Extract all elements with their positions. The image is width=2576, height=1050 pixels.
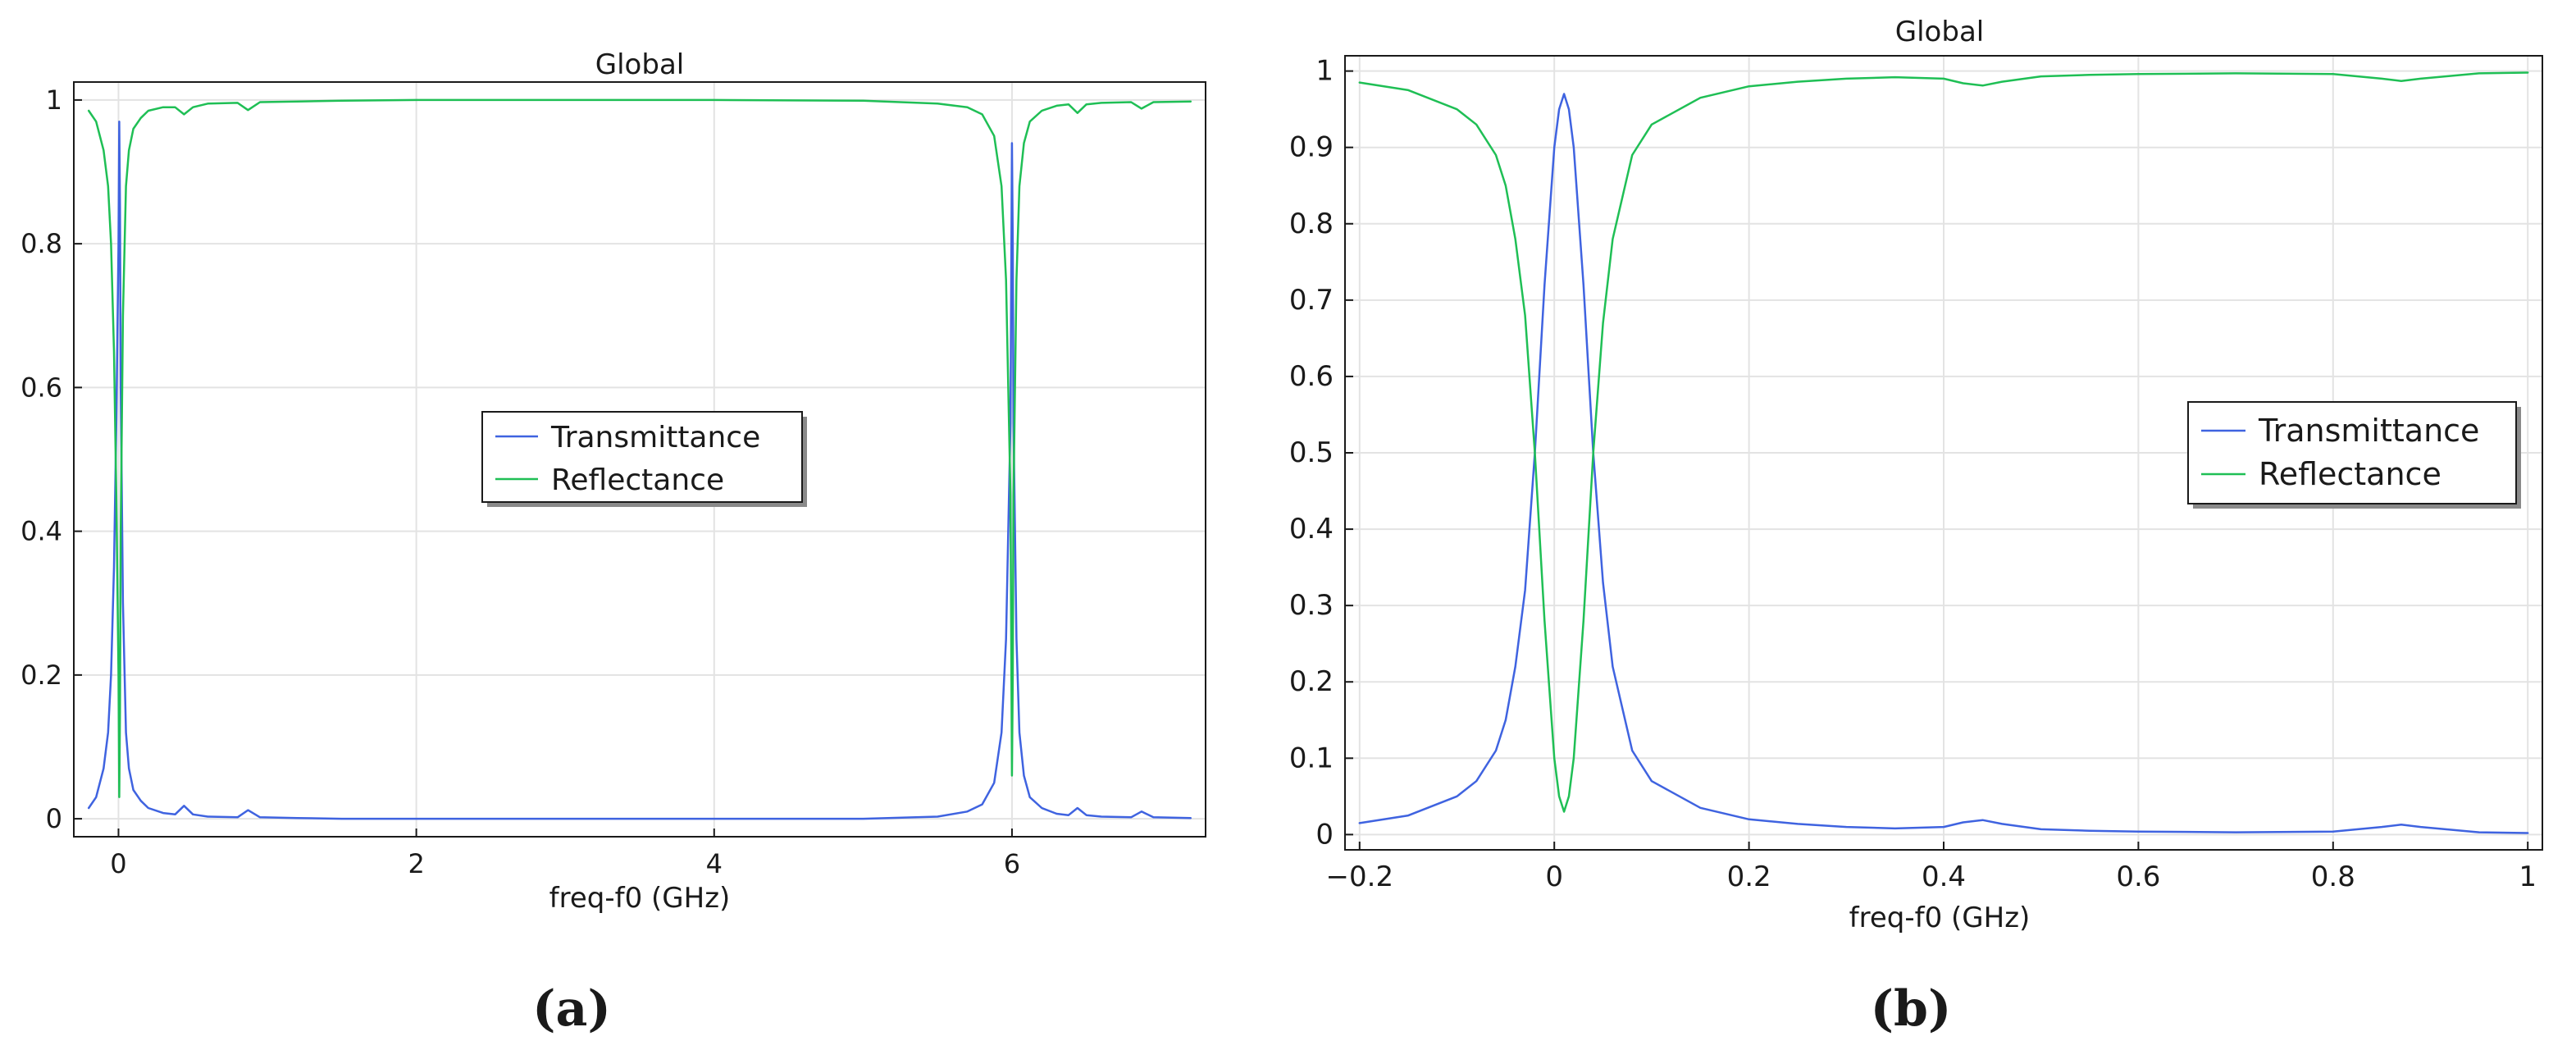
- legend-box: [2187, 401, 2517, 504]
- x-axis-label: freq-f0 (GHz): [1849, 902, 2031, 934]
- legend-label-reflectance: Reflectance: [551, 463, 724, 497]
- y-tick-label: 0: [46, 803, 62, 834]
- y-tick-label: 0.2: [21, 660, 62, 691]
- legend-label-transmittance: Transmittance: [550, 421, 760, 454]
- chart-title: Global: [1895, 16, 1984, 48]
- x-tick-label: 4: [706, 848, 723, 879]
- x-tick-label: 6: [1004, 848, 1020, 879]
- panel-label-a: (a): [532, 980, 611, 1038]
- x-tick-label: 0: [1545, 861, 1563, 893]
- y-tick-label: 0.4: [21, 516, 62, 547]
- y-tick-label: 0.5: [1289, 436, 1334, 469]
- y-tick-label: 0.9: [1289, 131, 1334, 164]
- y-tick-label: 0.8: [1289, 208, 1334, 240]
- chart-title: Global: [595, 48, 684, 81]
- axis-ticks: −0.2 0 0.2 0.4 0.6 0.8 1 0 0.1 0.2 0.3 0.4 0.5 0.6 0.7…: [1289, 55, 2537, 893]
- x-tick-label: 0.4: [1922, 861, 1966, 893]
- chart-panel-b: Global −0.2 0 0.2 0.4 0.6 0.8 1 0 0.1 0.2 0.3 0.4 0.…: [1289, 16, 2543, 1038]
- y-tick-label: 0.4: [1289, 513, 1334, 546]
- plot-frame: [73, 81, 1206, 838]
- series-line-transmittance: [87, 120, 1192, 820]
- legend-label-transmittance: Transmittance: [2258, 413, 2479, 449]
- legend-box: [481, 411, 803, 503]
- y-tick-label: 0.6: [21, 372, 62, 403]
- series-line-reflectance: [87, 98, 1192, 799]
- x-tick-label: 2: [408, 848, 424, 879]
- series-line-transmittance: [1358, 93, 2529, 834]
- legend: Transmittance Reflectance: [481, 411, 807, 507]
- series-layer: [87, 98, 1192, 820]
- x-tick-label: 0.6: [2116, 861, 2160, 893]
- series-layer: [1358, 71, 2529, 834]
- x-tick-label: 1: [2519, 861, 2537, 893]
- x-tick-label: 0: [110, 848, 126, 879]
- y-tick-label: 0.7: [1289, 284, 1334, 317]
- panel-label-b: (b): [1871, 980, 1952, 1038]
- x-tick-label: −0.2: [1326, 861, 1394, 893]
- x-tick-label: 0.8: [2311, 861, 2355, 893]
- series-line-reflectance: [1358, 71, 2529, 813]
- y-tick-label: 0.8: [21, 228, 62, 259]
- x-tick-label: 0.2: [1727, 861, 1771, 893]
- legend-label-reflectance: Reflectance: [2259, 456, 2442, 492]
- y-tick-label: 0.6: [1289, 360, 1334, 393]
- y-tick-label: 1: [46, 84, 62, 116]
- chart-panel-a: Global 0 2 4 600.20.40.60.81 freq-f0 (GHz) …: [21, 48, 1206, 1038]
- y-tick-label: 0.1: [1289, 742, 1334, 774]
- x-axis-label: freq-f0 (GHz): [549, 882, 731, 915]
- axis-ticks: 0 2 4 6 0 0.2 0.4 0.6 0.8 1: [21, 84, 1020, 879]
- legend: Transmittance Reflectance: [2187, 401, 2521, 509]
- y-tick-label: 0.2: [1289, 665, 1334, 698]
- y-tick-label: 1: [1315, 55, 1334, 88]
- y-tick-label: 0.3: [1289, 589, 1334, 622]
- y-tick-label: 0: [1315, 818, 1334, 851]
